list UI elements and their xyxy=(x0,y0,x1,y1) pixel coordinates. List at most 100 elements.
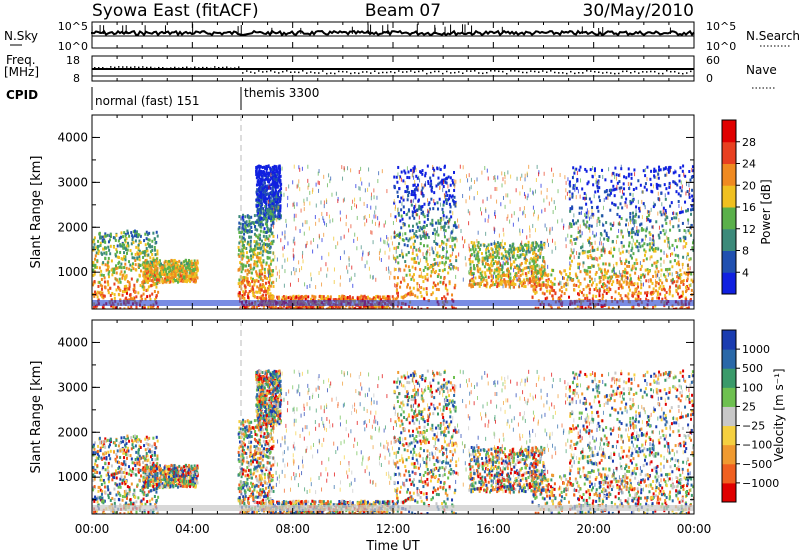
nave-dot xyxy=(470,70,472,72)
power-cell xyxy=(409,229,412,233)
power-cell xyxy=(574,272,577,276)
power-cell xyxy=(107,240,110,244)
power-cell xyxy=(439,221,442,225)
power-cell xyxy=(590,200,593,204)
power-cell xyxy=(119,272,122,276)
power-cell xyxy=(441,182,444,186)
power-cell xyxy=(106,233,109,237)
power-cell xyxy=(137,243,140,247)
power-cell xyxy=(279,197,282,201)
power-cell xyxy=(241,294,244,298)
power-cell xyxy=(680,305,683,309)
freq-trace xyxy=(92,66,694,77)
power-cell xyxy=(239,281,242,285)
nave-dot xyxy=(202,66,204,69)
power-cell xyxy=(403,243,406,247)
power-cell xyxy=(543,265,546,269)
power-cell xyxy=(515,272,518,276)
power-cell xyxy=(284,230,286,235)
power-cell xyxy=(396,276,399,280)
power-cell xyxy=(635,245,638,249)
power-cell xyxy=(564,269,567,273)
power-cell xyxy=(680,210,683,214)
power-cell xyxy=(598,294,601,298)
power-cell xyxy=(107,256,110,260)
power-cell xyxy=(491,276,494,280)
power-cell xyxy=(536,271,539,275)
power-cell xyxy=(265,231,268,235)
power-cell xyxy=(245,220,248,224)
power-cell xyxy=(147,285,150,289)
power-cell xyxy=(534,269,537,273)
power-cell xyxy=(532,263,535,267)
power-cell xyxy=(683,308,686,309)
power-cell xyxy=(418,220,421,224)
power-cell xyxy=(570,224,573,228)
power-cell xyxy=(329,219,331,224)
power-cell xyxy=(259,220,262,224)
power-cell xyxy=(242,227,245,231)
power-cell xyxy=(176,261,179,265)
power-cell xyxy=(333,307,336,309)
power-cell xyxy=(150,284,153,288)
nave-dot xyxy=(510,70,512,72)
power-cell xyxy=(433,258,436,262)
power-cell xyxy=(242,245,245,249)
power-cell xyxy=(241,215,244,219)
power-cell xyxy=(447,256,450,260)
power-cell xyxy=(681,292,684,296)
power-cell xyxy=(645,188,648,192)
power-cell xyxy=(420,189,423,193)
power-cell xyxy=(640,279,642,284)
power-cell xyxy=(559,296,562,300)
power-cell xyxy=(660,191,663,195)
power-cell xyxy=(164,264,167,268)
power-cell xyxy=(257,256,260,260)
power-cell xyxy=(253,294,256,298)
power-cell xyxy=(638,278,641,282)
power-cell xyxy=(682,255,685,259)
power-cell xyxy=(146,280,149,284)
power-cell xyxy=(273,200,276,204)
power-cell xyxy=(272,234,275,238)
power-cell xyxy=(155,271,158,275)
power-cell xyxy=(543,269,546,273)
nave-dot xyxy=(266,70,268,73)
power-cell xyxy=(259,183,262,187)
power-cell xyxy=(100,277,103,281)
cpid-segment-1: normal (fast) 151 xyxy=(95,94,199,108)
power-cell xyxy=(187,278,190,282)
power-cell xyxy=(414,193,417,197)
power-cell xyxy=(473,267,476,271)
power-cell xyxy=(256,219,259,223)
power-cell xyxy=(427,180,430,184)
power-cell xyxy=(415,260,418,264)
power-cell xyxy=(685,209,688,213)
power-cell xyxy=(419,290,422,294)
power-cell xyxy=(297,294,300,298)
power-cell xyxy=(270,306,273,309)
power-cell xyxy=(339,282,341,287)
power-cell xyxy=(630,231,633,235)
power-cell xyxy=(664,294,667,298)
power-cell xyxy=(438,261,441,265)
power-cell xyxy=(629,277,632,281)
power-cell xyxy=(674,239,677,243)
power-cell xyxy=(168,259,171,263)
power-cell xyxy=(258,272,261,276)
power-cell xyxy=(568,197,571,201)
power-cell xyxy=(274,175,277,179)
power-cell xyxy=(432,231,435,235)
power-cell xyxy=(660,213,663,217)
power-cell xyxy=(424,171,427,175)
power-cell xyxy=(571,195,574,199)
power-cell xyxy=(622,280,625,284)
power-cell xyxy=(145,271,148,275)
power-cell xyxy=(266,250,269,254)
power-cell xyxy=(425,290,428,294)
power-cell xyxy=(681,294,684,298)
power-cell xyxy=(356,236,358,241)
power-cell xyxy=(569,264,572,268)
power-cell xyxy=(251,305,254,309)
power-cell xyxy=(442,211,445,215)
